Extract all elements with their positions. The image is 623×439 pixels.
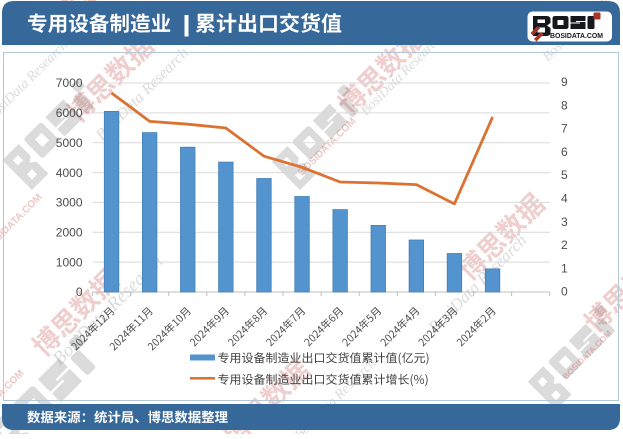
svg-text:2000: 2000 xyxy=(56,226,83,240)
svg-text:4: 4 xyxy=(561,192,568,206)
svg-text:4000: 4000 xyxy=(56,166,83,180)
svg-text:BOSIDATA.COM: BOSIDATA.COM xyxy=(550,33,603,40)
svg-text:7: 7 xyxy=(561,122,568,136)
svg-text:0: 0 xyxy=(561,285,568,299)
svg-text:3: 3 xyxy=(561,215,568,229)
svg-text:7000: 7000 xyxy=(56,76,83,90)
svg-text:5000: 5000 xyxy=(56,136,83,150)
svg-text:6000: 6000 xyxy=(56,106,83,120)
svg-text:5: 5 xyxy=(561,168,568,182)
svg-text:1000: 1000 xyxy=(56,255,83,269)
svg-text:3000: 3000 xyxy=(56,196,83,210)
svg-text:8: 8 xyxy=(561,98,568,112)
svg-text:6: 6 xyxy=(561,145,568,159)
svg-text:9: 9 xyxy=(561,75,568,89)
svg-text:2: 2 xyxy=(561,238,568,252)
svg-text:1: 1 xyxy=(561,261,568,275)
svg-text:0: 0 xyxy=(76,285,83,299)
